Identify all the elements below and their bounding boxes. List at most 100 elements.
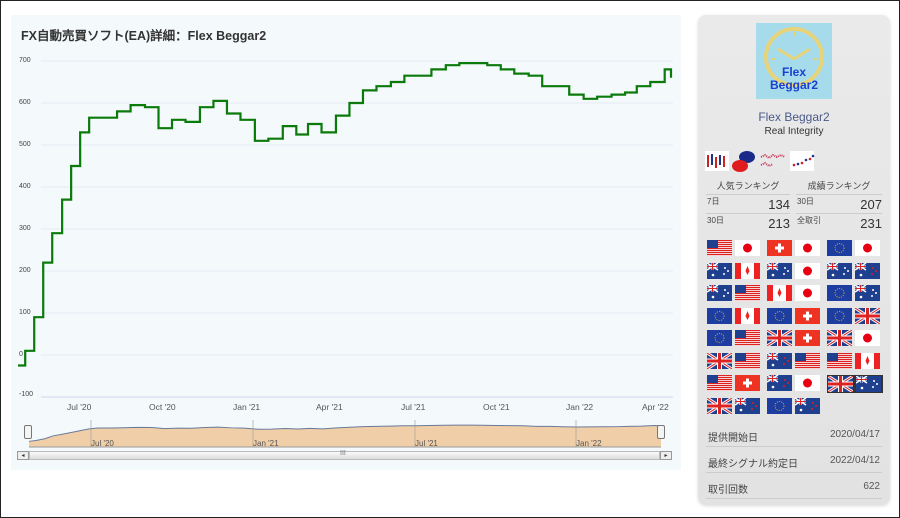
scrollbar-track[interactable] [29,451,660,460]
eur-flag-icon [767,307,792,324]
aud-flag-icon [707,285,732,301]
info-label: 提供開始日 [708,433,758,444]
currency-pair-audjpy[interactable] [767,262,823,281]
currency-pair-nzdjpy[interactable] [767,375,823,393]
currency-pair-eurusd[interactable] [707,330,763,348]
navigator-tick-label: Jul '20 [91,439,114,448]
chart-title: FX自動売買ソフト(EA)詳細：Flex Beggar2 [21,29,267,43]
nzd-flag-icon [767,375,792,391]
gbp-flag-icon [827,330,852,346]
x-tick-label: Jan '21 [233,402,261,412]
navigator-tick-label: Jan '21 [253,439,279,448]
ea-logo[interactable]: Flex Beggar2 [756,23,832,99]
scatter-trend-icon[interactable] [790,151,815,171]
scroll-left-button[interactable]: ◂ [17,451,29,460]
y-tick-label: 0 [19,351,23,358]
feature-icons-row [705,151,815,172]
chat-bubbles-icon[interactable] [732,151,755,172]
currency-pair-eurchf[interactable] [767,307,823,326]
info-row-start-date: 提供開始日 2020/04/17 [706,423,882,447]
currency-pair-eurnzd[interactable] [767,397,823,416]
jpy-flag-icon [855,330,880,346]
currency-pair-usdjpy[interactable] [707,240,763,258]
currency-pair-gbpchf[interactable] [767,330,823,348]
scrollbar-grip-icon[interactable]: III [340,450,346,457]
currency-pair-gbpjpy[interactable] [827,330,883,348]
y-tick-label: 100 [19,309,31,316]
rank-value: 207 [860,197,882,212]
aud-flag-icon [767,262,792,279]
multi-chart-icon[interactable] [760,153,786,168]
ea-name-link[interactable]: Flex Beggar2 [758,110,830,124]
info-value: 2022/04/12 [829,455,880,466]
jpy-flag-icon [795,262,820,279]
info-row-trade-count: 取引回数 622 [706,475,882,499]
eur-flag-icon [827,240,852,256]
usd-flag-icon [707,375,732,391]
currency-pair-audusd[interactable] [707,285,763,303]
currency-pair-eurjpy[interactable] [827,240,883,258]
usd-flag-icon [735,352,760,369]
currency-pair-audnzd[interactable] [827,262,883,281]
info-row-last-signal: 最終シグナル約定日 2022/04/12 [706,449,882,473]
nzd-flag-icon [735,397,760,414]
chf-flag-icon [767,240,792,256]
x-tick-label: Jan '22 [566,402,594,412]
usd-flag-icon [735,330,760,346]
nzd-flag-icon [795,397,820,414]
cad-flag-icon [855,352,880,369]
chf-flag-icon [795,330,820,346]
y-tick-label: 200 [19,267,31,274]
clock-icon [764,27,824,87]
currency-pair-usdcad[interactable] [827,352,883,371]
y-tick-label: 300 [19,225,31,232]
currency-pair-eurcad[interactable] [707,307,763,326]
currency-pair-gbpusd[interactable] [707,352,763,371]
x-tick-label: Apr '22 [642,402,669,412]
rank-value: 213 [768,216,790,231]
eur-flag-icon [707,307,732,324]
chf-flag-icon [795,307,820,324]
usd-flag-icon [707,240,732,256]
cad-flag-icon [735,307,760,324]
rank-period-label: 30日 [707,216,724,225]
currency-pair-gbpnzd[interactable] [707,397,763,416]
navigator-tick-label: Jul '21 [415,439,438,448]
cad-flag-icon [735,262,760,279]
logo-text-line1: Flex [781,65,806,79]
usd-flag-icon [827,352,852,369]
aud-flag-icon [856,376,881,392]
info-value: 622 [863,481,880,492]
currency-pair-gbpaud[interactable] [827,375,883,393]
nzd-flag-icon [767,352,792,369]
currency-pair-audcad[interactable] [707,262,763,281]
eur-flag-icon [827,307,852,324]
navigator-right-handle[interactable] [657,425,665,439]
gbp-flag-icon [707,352,732,369]
currency-pair-euraud[interactable] [827,285,883,303]
usd-flag-icon [795,352,820,369]
developer-name: Real Integrity [764,126,824,137]
logo-text-line2: Beggar2 [769,78,819,92]
gbp-flag-icon [767,330,792,346]
currency-pair-chfjpy[interactable] [767,240,823,258]
currency-pair-usdchf[interactable] [707,375,763,393]
eur-flag-icon [827,285,852,301]
y-tick-label: -100 [19,391,34,398]
info-label: 最終シグナル約定日 [708,459,798,470]
candlestick-icon[interactable] [705,151,729,171]
rank-period-label: 7日 [707,197,720,206]
currency-pair-cadjpy[interactable] [767,285,823,303]
currency-pair-nzdusd[interactable] [767,352,823,371]
divider [796,213,882,214]
y-tick-label: 700 [19,57,31,64]
x-tick-label: Jul '21 [401,402,426,412]
info-value: 2020/04/17 [829,429,880,440]
nzd-flag-icon [855,262,880,279]
chf-flag-icon [735,375,760,391]
navigator-left-handle[interactable] [24,425,32,439]
scroll-right-button[interactable]: ▸ [660,451,672,460]
currency-pair-eurgbp[interactable] [827,307,883,326]
aud-flag-icon [827,262,852,279]
x-tick-label: Oct '20 [149,402,176,412]
